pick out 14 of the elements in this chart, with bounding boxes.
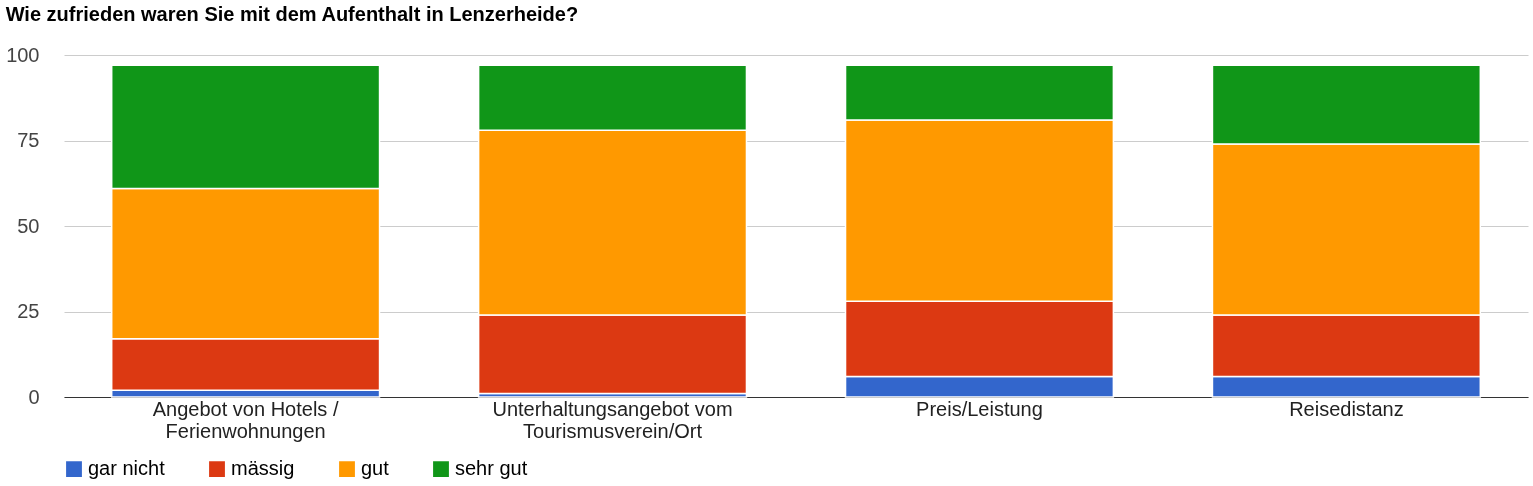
legend-label: gar nicht — [88, 457, 166, 480]
y-tick-label: 25 — [17, 300, 40, 322]
x-tick-label: Unterhaltungsangebot vom Tourismusverein/Ort — [492, 397, 733, 442]
x-tick-label: Reisedistanz — [1289, 397, 1404, 420]
y-tick-label: 0 — [28, 385, 40, 408]
legend-label: sehr gut — [455, 457, 528, 480]
legend-label: mässig — [231, 457, 295, 480]
y-tick-label: 100 — [6, 43, 40, 66]
legend-label: gut — [361, 457, 390, 480]
y-tick-label: 75 — [17, 129, 40, 151]
chart-title: Wie zufrieden waren Sie mit dem Aufenthalt in Lenzerheide? — [5, 3, 579, 25]
x-tick-label: Angebot von Hotels / Ferienwohnungen — [152, 397, 339, 442]
y-tick-label: 50 — [17, 214, 40, 237]
x-tick-label: Preis/Leistung — [916, 397, 1043, 420]
